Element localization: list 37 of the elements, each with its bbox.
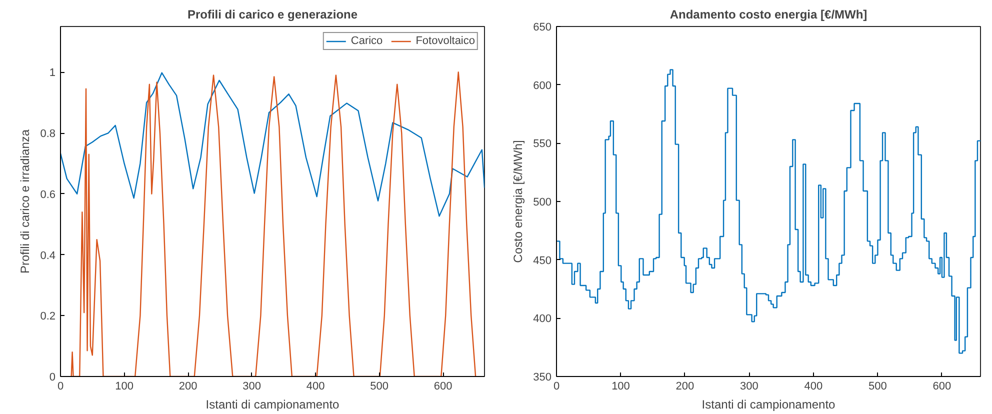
- y-tick-label: 650: [533, 22, 552, 34]
- chart-title: Profili di carico e generazione: [187, 8, 358, 22]
- y-tick-label: 400: [533, 313, 552, 326]
- x-tick-label: 100: [612, 380, 630, 392]
- y-tick-label: 0.6: [40, 188, 56, 201]
- x-tick-label: 600: [434, 380, 452, 392]
- line-series: [60, 72, 484, 217]
- x-tick-label: 400: [804, 380, 823, 392]
- y-tick-label: 600: [533, 80, 552, 92]
- chart-title: Andamento costo energia [€/MWh]: [670, 8, 868, 22]
- y-axis-title: Costo energia [€/MWh]: [511, 140, 526, 263]
- x-tick-label: 300: [242, 380, 261, 392]
- y-tick-label: 450: [533, 254, 552, 267]
- x-axis-title: Istanti di campionamento: [206, 398, 340, 412]
- y-tick-label: 0.2: [40, 310, 56, 323]
- y-tick-label: 350: [533, 372, 552, 384]
- y-tick-label: 0.8: [40, 128, 56, 140]
- y-tick-label: 0.4: [40, 250, 56, 262]
- x-tick-label: 500: [868, 380, 887, 392]
- line-series: [70, 72, 476, 376]
- x-tick-label: 200: [676, 380, 694, 392]
- legend-label: Carico: [350, 35, 383, 47]
- x-tick-label: 600: [932, 380, 952, 392]
- y-tick-label: 0: [49, 372, 56, 384]
- legend-label: Fotovoltaico: [416, 35, 475, 47]
- y-tick-label: 550: [533, 138, 552, 150]
- x-tick-label: 100: [115, 380, 134, 392]
- x-tick-label: 500: [370, 380, 388, 392]
- x-tick-label: 0: [57, 380, 64, 392]
- x-tick-label: 0: [553, 380, 560, 392]
- y-axis-title: Profili di carico e irradianza: [18, 129, 32, 274]
- y-tick-label: 500: [533, 196, 552, 208]
- y-tick-label: 1: [49, 67, 56, 80]
- x-tick-label: 400: [306, 380, 325, 392]
- x-tick-label: 300: [740, 380, 758, 392]
- x-axis-title: Istanti di campionamento: [702, 398, 836, 412]
- x-tick-label: 200: [178, 380, 198, 392]
